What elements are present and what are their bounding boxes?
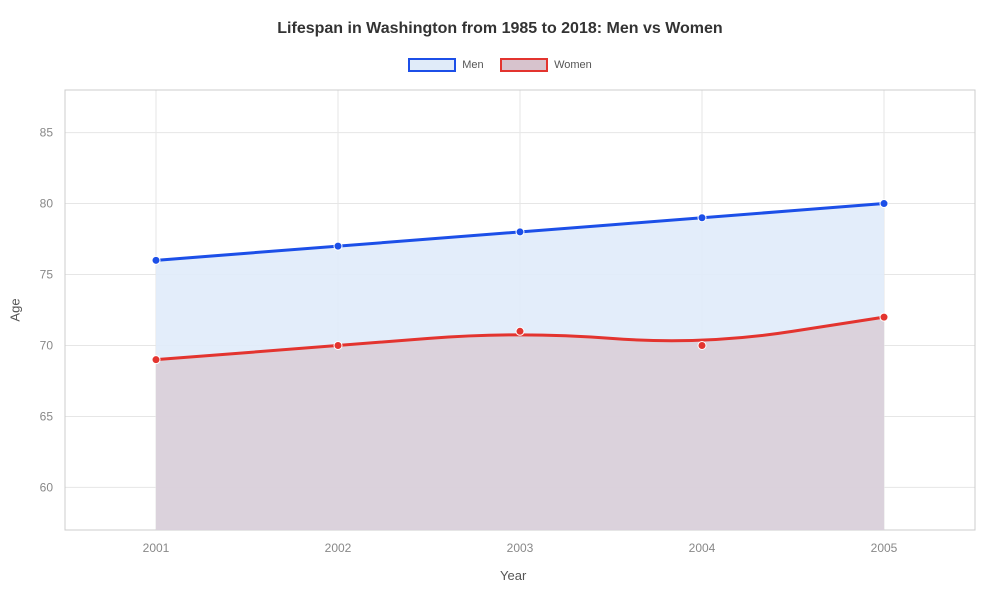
legend-label-women: Women [554,59,592,71]
marker-women[interactable] [516,327,524,335]
y-tick-label: 75 [40,268,54,282]
x-tick-label: 2002 [325,541,352,555]
x-axis-label: Year [500,568,526,583]
x-tick-label: 2005 [871,541,898,555]
y-tick-label: 60 [40,480,54,494]
plot-area: 60657075808520012002200320042005 [65,90,975,530]
x-tick-label: 2004 [689,541,716,555]
y-tick-label: 65 [40,409,54,423]
marker-women[interactable] [152,356,160,364]
marker-women[interactable] [698,341,706,349]
legend-swatch-men [408,58,456,72]
marker-women[interactable] [334,341,342,349]
y-tick-label: 85 [40,126,54,140]
y-tick-label: 80 [40,197,54,211]
x-tick-label: 2003 [507,541,534,555]
legend-item-women[interactable]: Women [500,58,592,72]
legend-swatch-women [500,58,548,72]
x-tick-label: 2001 [143,541,170,555]
legend-label-men: Men [462,59,483,71]
marker-women[interactable] [880,313,888,321]
legend-item-men[interactable]: Men [408,58,483,72]
legend: Men Women [0,58,1000,77]
plot-svg: 60657075808520012002200320042005 [65,90,975,530]
y-axis-label: Age [8,298,23,321]
marker-men[interactable] [698,214,706,222]
chart-container: Lifespan in Washington from 1985 to 2018… [0,0,1000,600]
marker-men[interactable] [516,228,524,236]
chart-title: Lifespan in Washington from 1985 to 2018… [0,20,1000,38]
marker-men[interactable] [880,200,888,208]
y-tick-label: 70 [40,338,54,352]
marker-men[interactable] [152,256,160,264]
marker-men[interactable] [334,242,342,250]
